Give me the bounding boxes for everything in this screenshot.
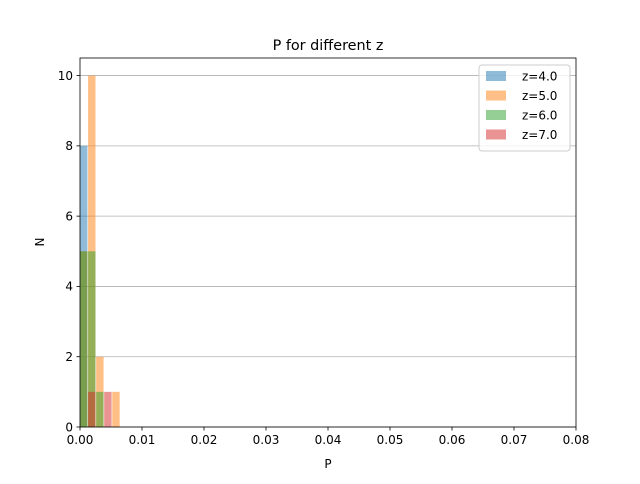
- x-tick-label: 0.00: [67, 433, 94, 447]
- legend-swatch: [486, 71, 506, 81]
- y-tick-label: 8: [65, 139, 73, 153]
- axes: 0.00 0.01 0.02 0.03 0.04 0.05 0.06 0.07 0.08 0 2 4 6…: [58, 57, 590, 447]
- x-tick-label: 0.04: [315, 433, 342, 447]
- x-tick-label: 0.03: [253, 433, 280, 447]
- histogram-bar-z=6.0: [96, 391, 104, 427]
- y-tick-label: 0: [65, 420, 73, 434]
- histogram-bar-z=7.0: [88, 391, 96, 427]
- legend-label: z=6.0: [522, 109, 557, 123]
- legend-swatch: [486, 90, 506, 101]
- legend: z=4.0 z=5.0 z=6.0 z=7.0: [478, 64, 571, 152]
- x-tick-label: 0.07: [501, 433, 528, 447]
- x-tick-label: 0.02: [191, 433, 218, 447]
- x-tick-label: 0.06: [439, 433, 466, 447]
- histogram-bar-z=7.0: [104, 391, 112, 427]
- legend-swatch: [486, 110, 506, 120]
- bars: [80, 75, 120, 428]
- y-tick-label: 10: [58, 69, 73, 83]
- y-tick-label: 4: [65, 280, 73, 294]
- histogram-bar-z=5.0: [112, 391, 120, 427]
- x-tick-label: 0.05: [377, 433, 404, 447]
- y-tick-label: 2: [65, 350, 73, 364]
- x-axis-label: P: [324, 457, 331, 471]
- legend-swatch: [486, 129, 506, 140]
- legend-label: z=4.0: [522, 70, 557, 84]
- legend-label: z=5.0: [522, 89, 557, 103]
- y-tick-label: 6: [65, 209, 73, 223]
- y-axis-label: N: [33, 238, 47, 247]
- legend-label: z=7.0: [522, 128, 557, 142]
- x-tick-label: 0.08: [563, 433, 590, 447]
- x-tick-label: 0.01: [129, 433, 156, 447]
- histogram-bar-z=6.0: [88, 251, 96, 427]
- histogram-bar-z=6.0: [80, 251, 88, 427]
- chart-title: P for different z: [273, 38, 384, 54]
